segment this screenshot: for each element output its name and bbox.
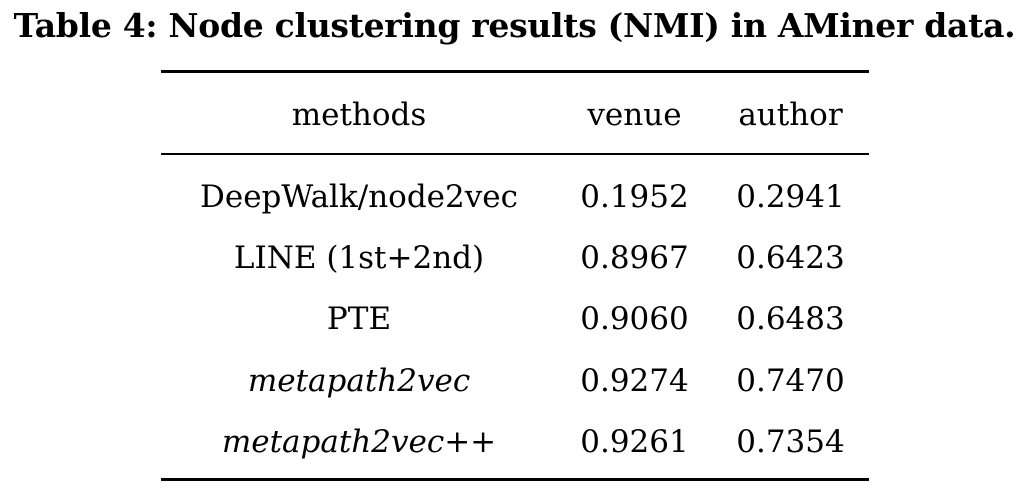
table-top-rule — [161, 70, 869, 73]
author-cell: 0.7354 — [736, 424, 845, 460]
venue-cell: 0.8967 — [580, 240, 689, 276]
table-caption: Table 4: Node clustering results (NMI) i… — [13, 6, 1016, 45]
venue-cell: 0.1952 — [580, 179, 689, 215]
venue-cell: 0.9060 — [580, 301, 689, 337]
header-author: author — [738, 97, 843, 133]
author-cell: 0.7470 — [736, 363, 845, 399]
table-header-rule — [161, 153, 869, 155]
method-cell: metapath2vec++ — [221, 424, 497, 460]
venue-cell: 0.9261 — [580, 424, 689, 460]
author-cell: 0.6483 — [736, 301, 845, 337]
author-cell: 0.2941 — [736, 179, 845, 215]
table-bottom-rule — [161, 478, 869, 481]
method-cell: LINE (1st+2nd) — [233, 240, 485, 276]
header-methods: methods — [291, 97, 427, 133]
venue-cell: 0.9274 — [580, 363, 689, 399]
author-cell: 0.6423 — [736, 240, 845, 276]
method-cell: PTE — [326, 301, 392, 337]
method-cell: DeepWalk/node2vec — [200, 179, 518, 215]
header-venue: venue — [587, 97, 682, 133]
method-cell: metapath2vec — [247, 363, 471, 399]
